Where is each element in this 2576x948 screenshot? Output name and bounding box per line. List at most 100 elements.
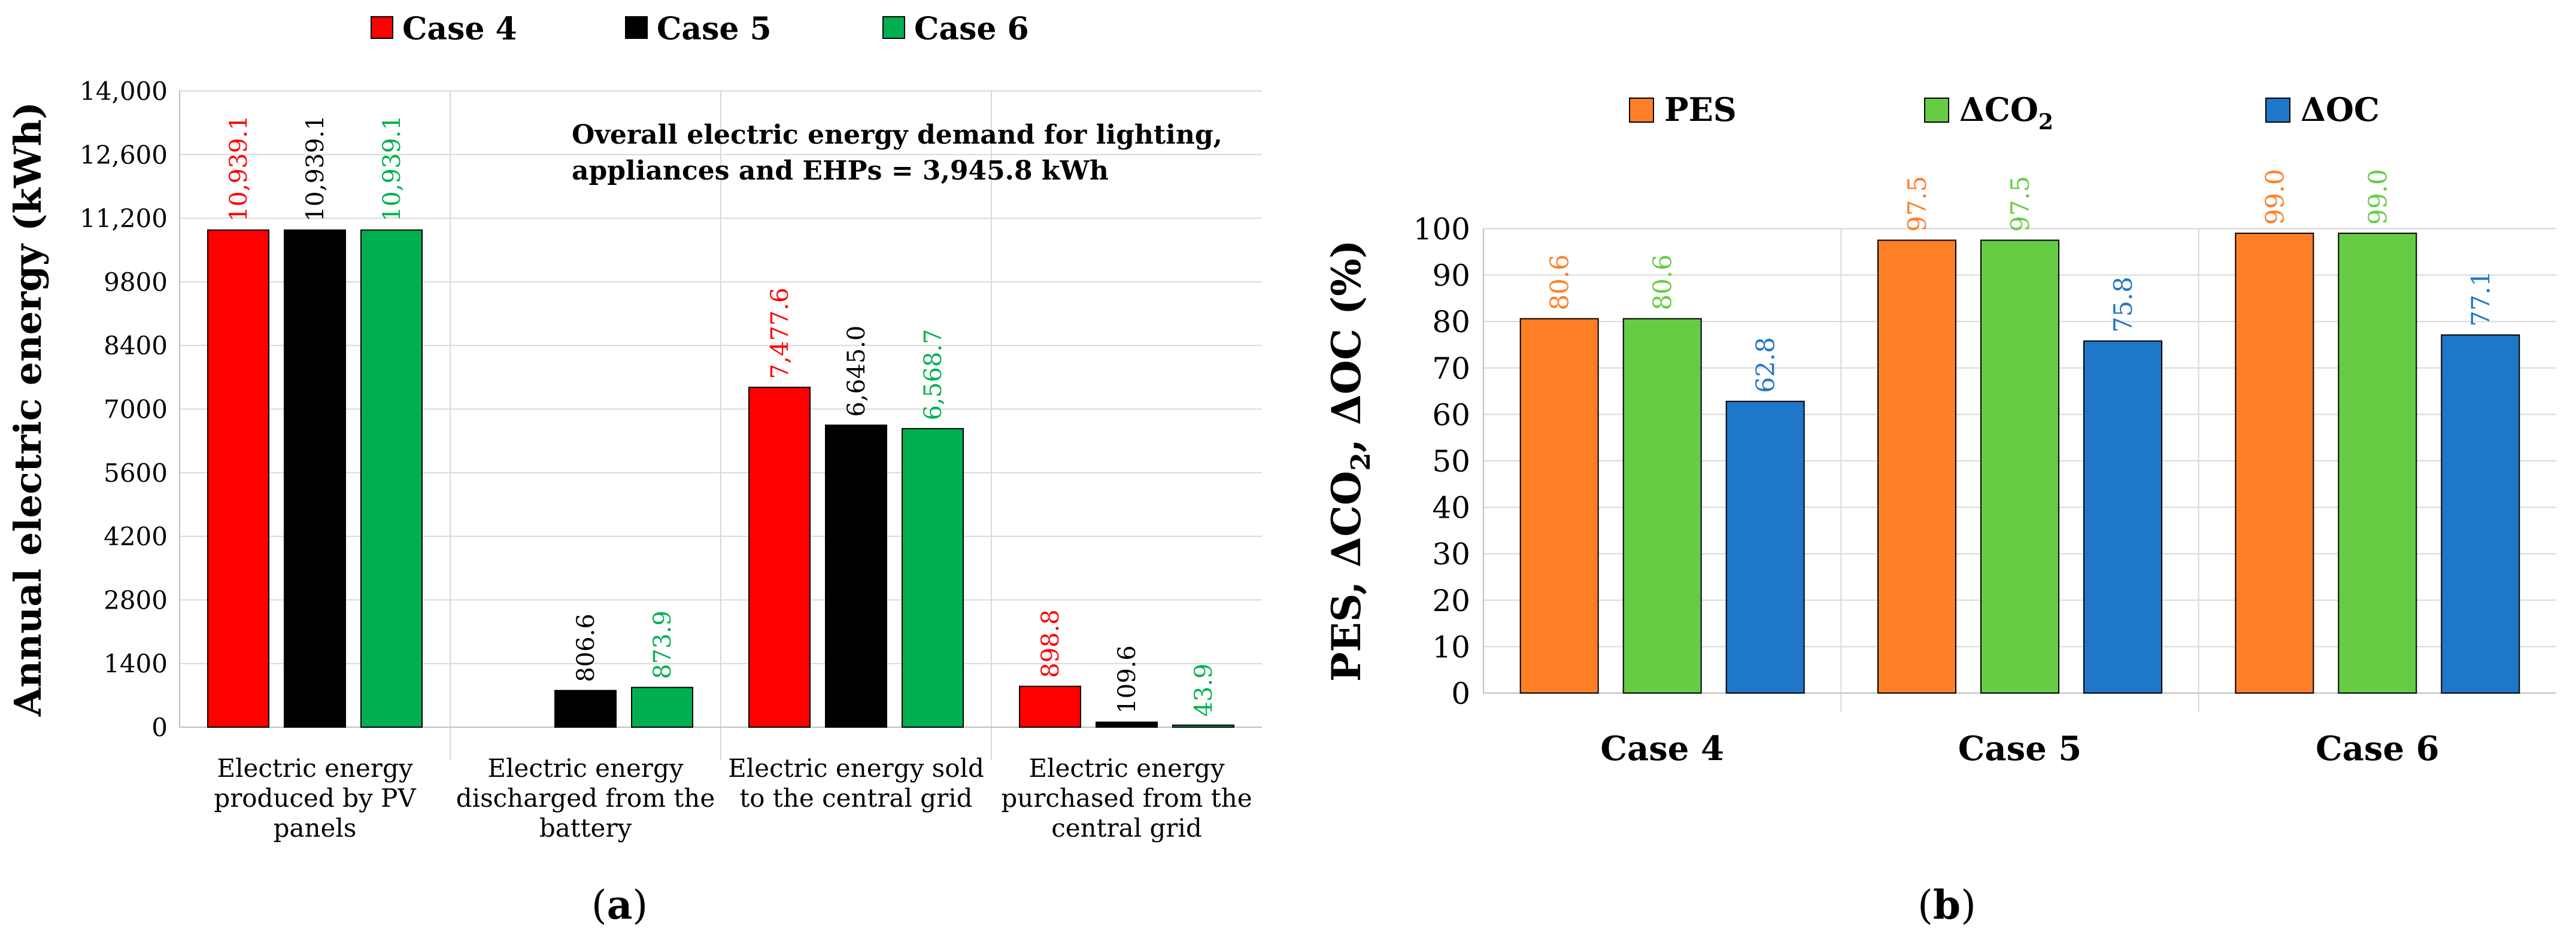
y-tick-label: 9800 <box>104 268 168 297</box>
data-label: 6,568.7 <box>920 329 947 421</box>
x-category-label: panels <box>274 813 357 843</box>
bar <box>748 387 811 728</box>
x-category-label: Case 6 <box>2316 729 2439 768</box>
x-category-label: purchased from the <box>1001 783 1252 813</box>
legend-label-subscript: 2 <box>2038 110 2053 135</box>
x-category-label: discharged from the <box>456 783 715 813</box>
x-category-label: Electric energy sold <box>728 753 984 783</box>
data-label: 97.5 <box>1903 176 1932 232</box>
bar <box>1096 721 1158 728</box>
y-tick-label: 7000 <box>104 395 168 424</box>
legend-label: Case 4 <box>402 11 517 47</box>
y-tick-label: 40 <box>1432 491 1470 525</box>
bar <box>1980 239 2059 694</box>
data-label: 898.8 <box>1037 609 1064 678</box>
y-tick-label: 20 <box>1432 584 1470 618</box>
y-axis-title-part: , ΔOC (%) <box>1323 240 1370 452</box>
panel-label-paren: ( <box>1917 882 1933 928</box>
data-label: 7,477.6 <box>766 288 794 379</box>
y-axis-title: PES, ΔCO2, ΔOC (%) <box>1323 240 1376 682</box>
data-label: 10,939.1 <box>378 115 406 221</box>
y-tick-label: 2800 <box>104 585 168 615</box>
y-tick-label: 50 <box>1432 444 1470 479</box>
panel-label-paren: ) <box>632 882 648 928</box>
legend-swatch-2 <box>625 16 648 39</box>
legend-swatch-3 <box>882 16 905 39</box>
y-tick-label: 70 <box>1432 351 1470 386</box>
bar <box>2441 334 2520 694</box>
bar <box>2338 232 2417 694</box>
legend-label: Case 6 <box>914 11 1029 47</box>
bar <box>1725 400 1805 694</box>
y-tick-label: 0 <box>151 713 168 742</box>
x-category-label: Case 5 <box>1958 729 2082 768</box>
legend-label: ΔOC <box>2301 90 2380 129</box>
data-label: 80.6 <box>1545 254 1574 311</box>
y-tick-label: 30 <box>1432 537 1470 572</box>
panel-label-letter: a <box>607 882 633 928</box>
x-category-label: central grid <box>1051 813 1202 843</box>
data-label: 806.6 <box>572 613 600 682</box>
y-tick-label: 14,000 <box>80 77 168 106</box>
legend-swatch-1 <box>371 16 393 39</box>
y-tick-label: 12,600 <box>80 140 168 169</box>
legend-swatch-1 <box>1629 98 1654 123</box>
x-category-label: Case 4 <box>1600 729 1724 768</box>
bar <box>2083 340 2162 694</box>
y-tick-label: 0 <box>1451 676 1470 711</box>
y-tick-label: 100 <box>1413 212 1470 247</box>
y-tick-label: 4200 <box>104 522 168 551</box>
legend-label: ΔCO2 <box>1959 90 2053 135</box>
panel-label-paren: ) <box>1961 882 1976 928</box>
y-tick-label: 10 <box>1432 630 1470 664</box>
bar <box>2235 232 2314 694</box>
data-label: 109.6 <box>1113 645 1141 714</box>
y-axis-title-subscript: 2 <box>1346 452 1376 471</box>
y-tick-label: 1400 <box>104 649 168 679</box>
data-label: 75.8 <box>2108 276 2138 333</box>
panel-label-paren: ( <box>591 882 607 928</box>
y-axis-title-part: PES, ΔCO <box>1323 471 1370 682</box>
bar <box>1622 318 1702 694</box>
bar <box>554 689 617 728</box>
y-tick-label: 90 <box>1432 259 1470 293</box>
bar <box>631 686 693 728</box>
bar <box>1019 685 1081 728</box>
data-label: 97.5 <box>2005 176 2035 232</box>
data-label: 6,645.0 <box>843 326 870 417</box>
legend-swatch-2 <box>1924 98 1949 123</box>
legend-label: PES <box>1664 90 1737 129</box>
x-category-label: Electric energy <box>1028 753 1224 783</box>
panel-label-b: (b) <box>1917 882 1976 928</box>
bar <box>1877 239 1956 694</box>
y-tick-label: 80 <box>1432 305 1470 339</box>
x-category-label: produced by PV <box>214 783 416 813</box>
y-tick-label: 5600 <box>104 458 168 488</box>
bar <box>207 229 269 728</box>
legend-swatch-3 <box>2265 98 2290 123</box>
y-axis-title: Annual electric energy (kWh) <box>6 102 50 717</box>
data-label: 62.8 <box>1751 337 1780 393</box>
bar <box>284 229 346 728</box>
legend-label-main: ΔCO <box>1959 90 2038 129</box>
chart-panel-b: PES ΔCO2 ΔOC010203040506070809010080.697.5… <box>1323 90 2556 928</box>
bar <box>1172 724 1234 728</box>
legend-label: Case 5 <box>657 11 772 47</box>
y-tick-label: 8400 <box>104 331 168 360</box>
chart-panel-a: Case 4 Case 5 Case 6 0 1400 2800 4200 5600 7000 8… <box>6 11 1262 928</box>
data-label: 10,939.1 <box>225 115 253 221</box>
annotation-text: Overall electric energy demand for light… <box>572 120 1222 150</box>
x-category-label: Electric energy <box>487 753 683 783</box>
x-category-label: battery <box>539 813 632 843</box>
y-tick-label: 11,200 <box>80 204 168 233</box>
bar <box>1519 318 1599 694</box>
data-label: 873.9 <box>649 610 676 679</box>
bar <box>825 424 887 728</box>
y-tick-label: 60 <box>1432 397 1470 432</box>
annotation-text: appliances and EHPs = 3,945.8 kWh <box>572 156 1109 186</box>
data-label: 43.9 <box>1190 664 1218 717</box>
data-label: 99.0 <box>2260 169 2289 225</box>
data-label: 77.1 <box>2466 271 2495 327</box>
x-category-label: to the central grid <box>739 783 972 813</box>
